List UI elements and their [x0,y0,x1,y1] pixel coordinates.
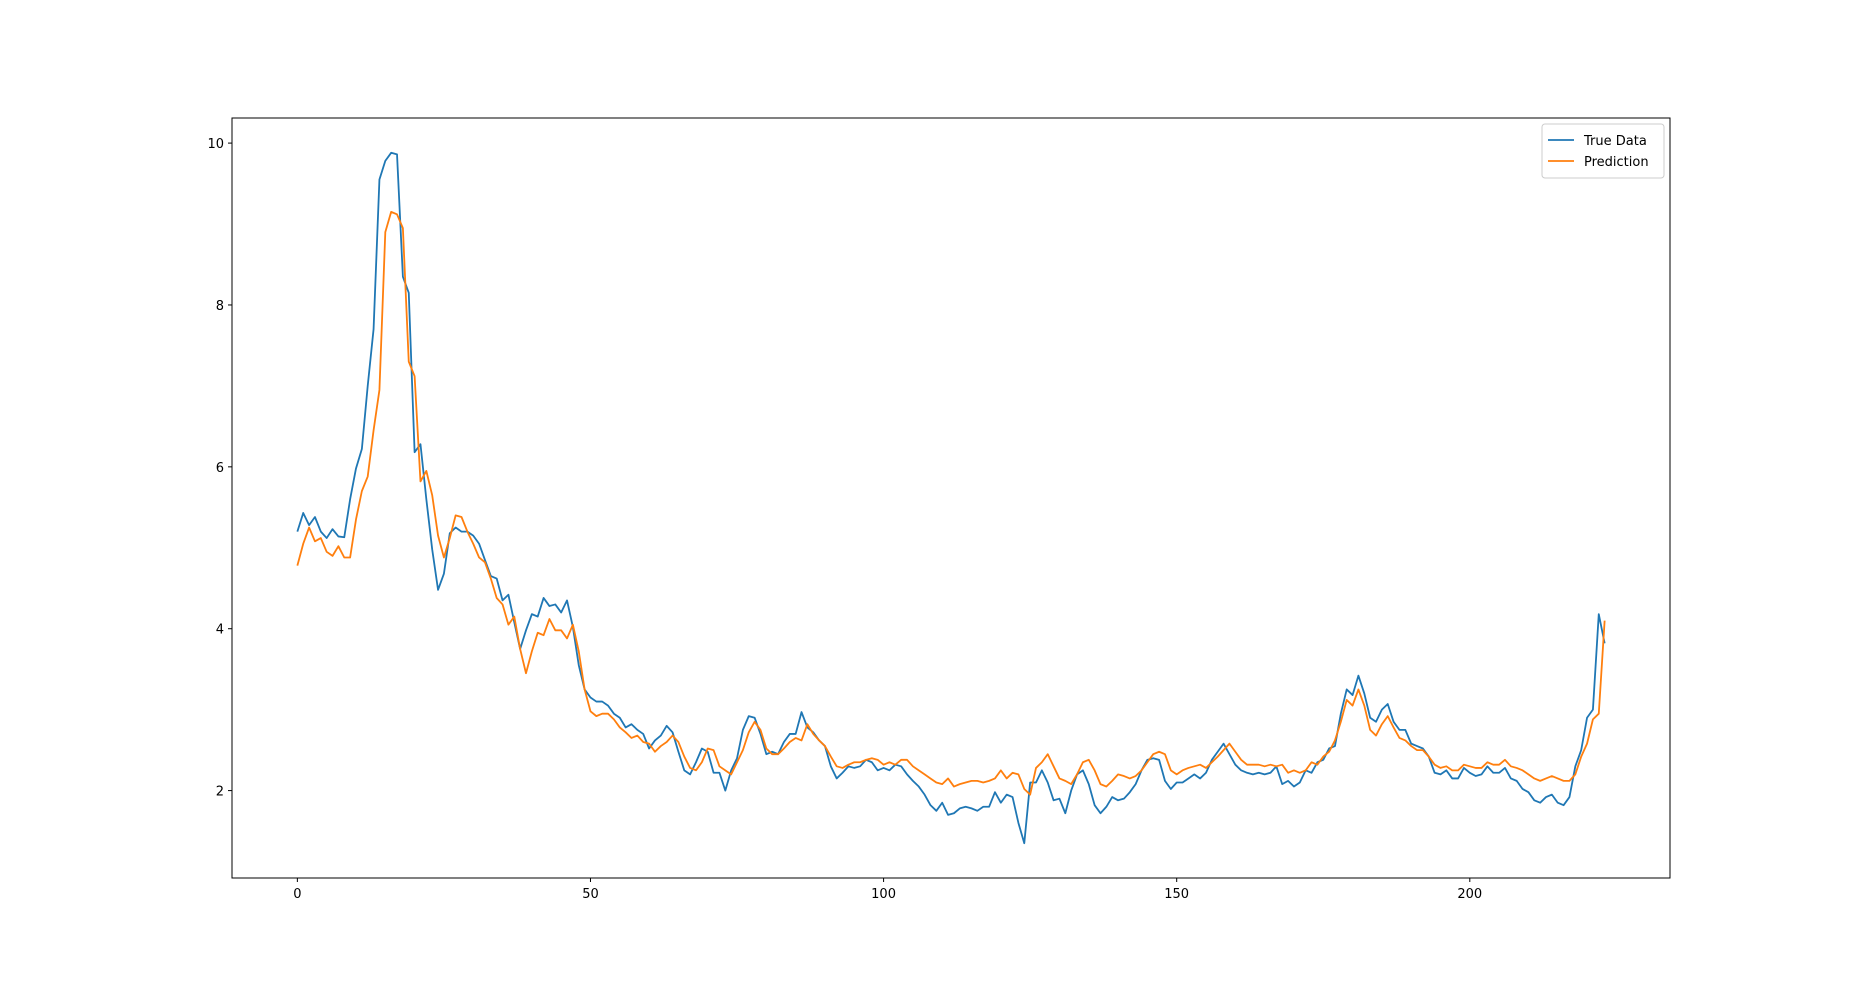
x-tick-label: 200 [1457,887,1482,902]
y-tick-label: 10 [207,137,224,152]
y-tick-label: 4 [216,623,224,638]
x-tick-label: 50 [582,887,599,902]
x-tick-label: 150 [1164,887,1189,902]
legend-label: True Data [1583,134,1647,149]
y-tick-label: 2 [216,785,224,800]
legend: True Data Prediction [1541,123,1665,179]
x-tick-label: 0 [293,887,301,902]
y-tick-label: 6 [216,461,224,476]
series-line [296,210,1606,796]
y-tick-label: 8 [216,299,224,314]
legend-label: Prediction [1584,155,1649,170]
plot-frame [231,117,1671,879]
legend-box [1541,123,1665,179]
x-tick-label: 100 [871,887,896,902]
